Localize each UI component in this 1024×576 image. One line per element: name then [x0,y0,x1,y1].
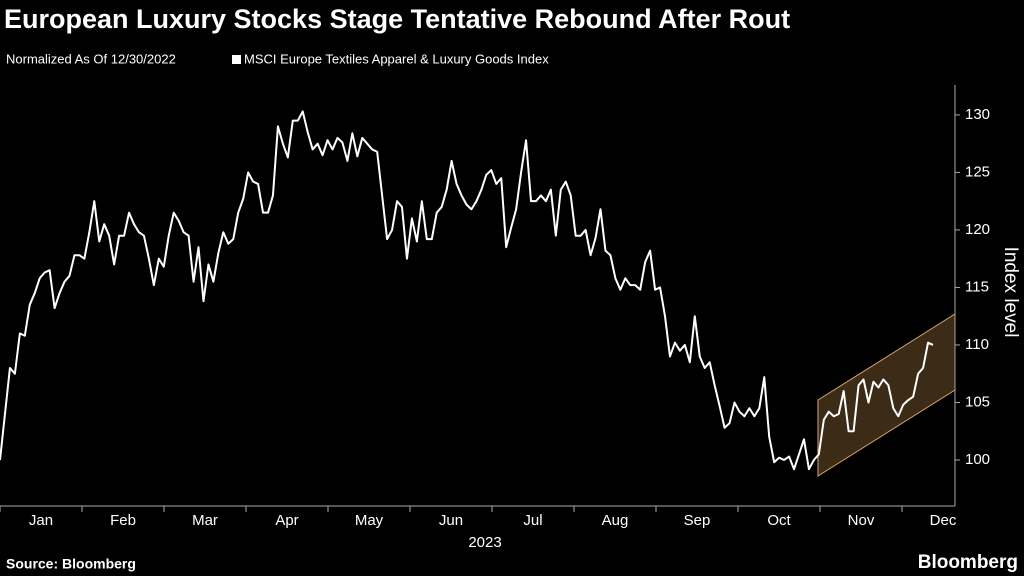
data-line [0,110,934,471]
y-tick-label: 125 [965,163,990,180]
subtitle: Normalized As Of 12/30/2022 [6,51,176,66]
x-tick-label: Jan [29,512,53,529]
y-tick-label: 110 [965,336,989,353]
y-tick-label: 115 [965,278,989,295]
x-tick-label: Sep [684,512,711,529]
x-tick-label: Jul [523,512,542,529]
x-tick-label: Dec [930,512,957,529]
y-axis-title: Index level [1000,247,1021,338]
x-tick-label: Apr [275,512,298,529]
x-tick-label: Feb [110,512,136,529]
source: Source: Bloomberg [6,556,136,572]
legend-swatch [232,55,241,64]
x-year-label: 2023 [468,534,501,551]
chart-title: European Luxury Stocks Stage Tentative R… [4,4,790,34]
x-tick-label: Aug [602,512,629,529]
y-tick-label: 130 [965,106,990,123]
x-tick-label: Oct [767,512,791,529]
y-tick-label: 105 [965,393,990,410]
y-tick-label: 120 [965,221,990,238]
x-tick-label: Mar [192,512,218,529]
legend-label: MSCI Europe Textiles Apparel & Luxury Go… [244,51,549,66]
x-tick-label: Nov [848,512,875,529]
y-tick-label: 100 [965,451,990,468]
brand-logo: Bloomberg [918,552,1018,573]
x-tick-label: May [355,512,384,529]
x-tick-label: Jun [439,512,463,529]
